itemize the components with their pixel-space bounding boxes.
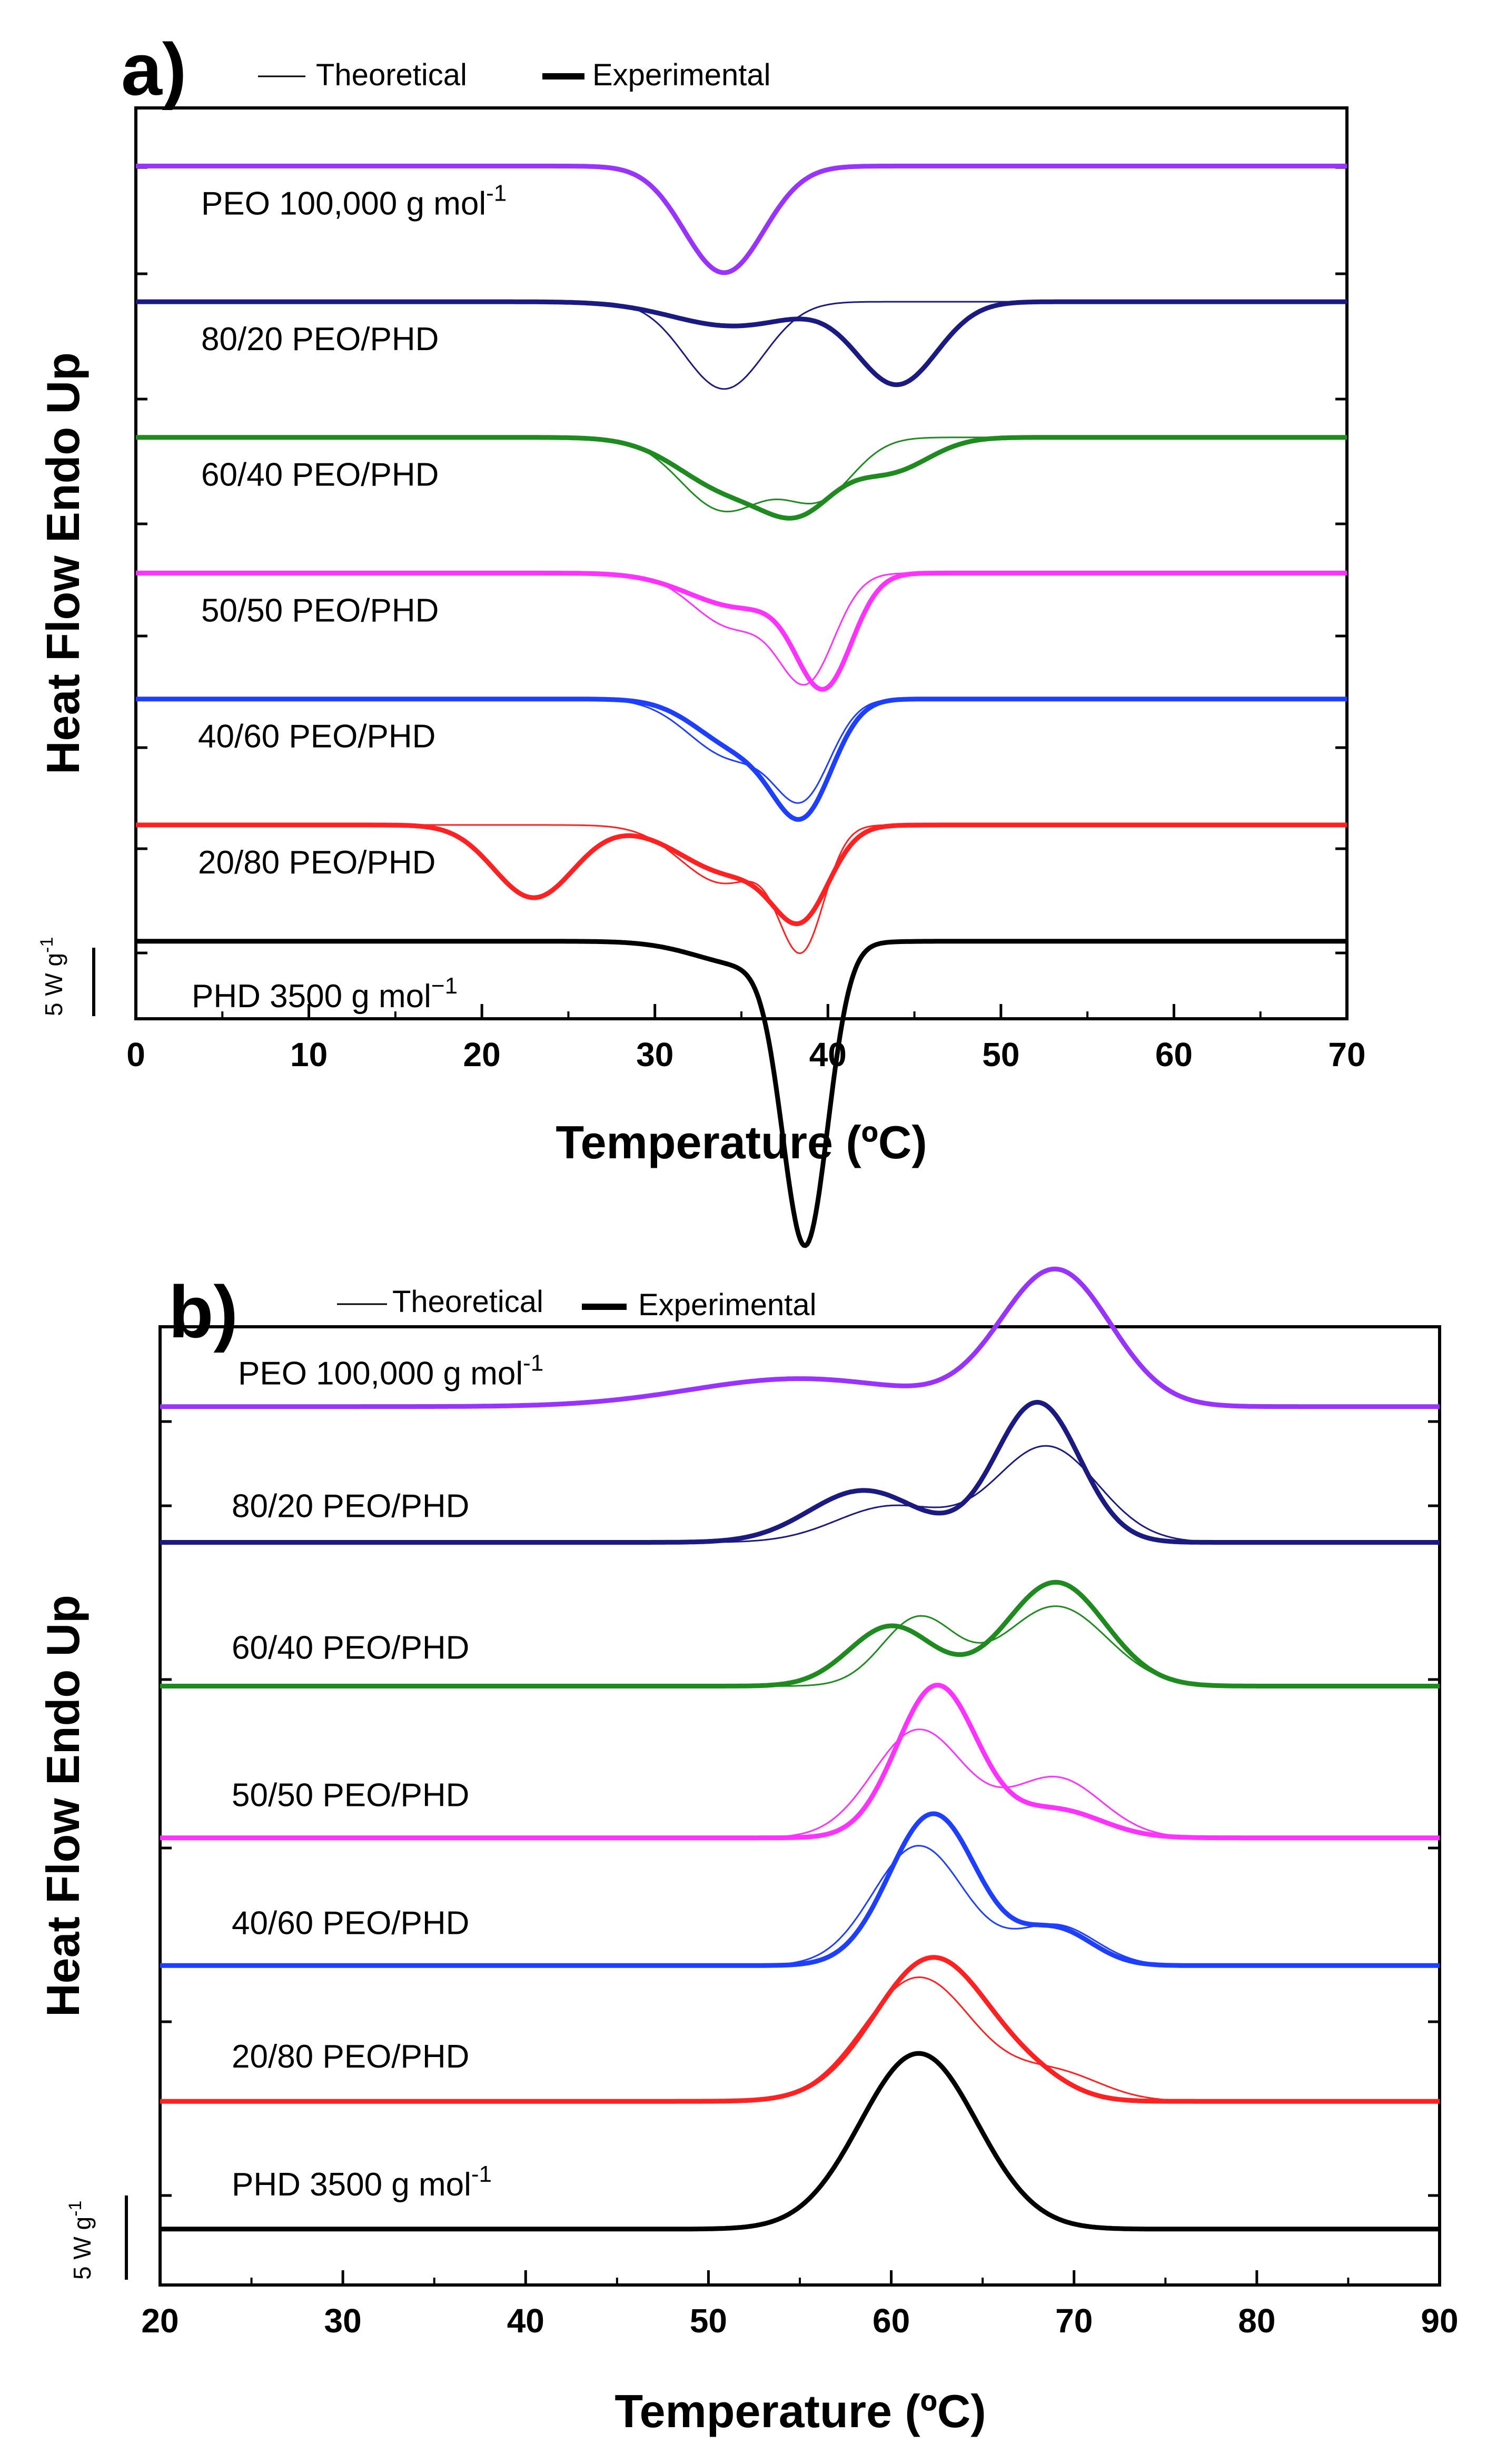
x-tick-label: 10	[290, 1036, 328, 1074]
x-tick-label: 30	[324, 2302, 362, 2340]
series-label-60-40-peo-phd: 60/40 PEO/PHD	[232, 1630, 469, 1666]
panel-b-x-ticks: 20 30 40 50 60 70 80 90	[141, 2270, 1459, 2340]
panel-a-series-labels: PEO 100,000 g mol-1 80/20 PEO/PHD 60/40 PE…	[192, 180, 507, 1014]
x-tick-label: 30	[636, 1036, 673, 1074]
x-tick-label: 50	[690, 2302, 727, 2340]
x-tick-label: 60	[1155, 1036, 1193, 1074]
series-label-50-50-peo-phd: 50/50 PEO/PHD	[232, 1777, 469, 1814]
legend-theoretical-label: Theoretical	[316, 58, 467, 92]
panel-a-x-axis-title: Temperature (ºC)	[556, 1116, 927, 1168]
scale-bar-label: 5 W g-1	[65, 2201, 96, 2280]
series-label-20-80-peo-phd: 20/80 PEO/PHD	[232, 2039, 469, 2075]
series-60-40-peo-phd-experimental	[160, 1579, 1440, 1688]
panel-b-curves	[160, 1266, 1440, 2232]
series-peo-100-000-g-mol-experimental	[160, 1266, 1440, 1409]
series-phd-3500-g-mol-experimental	[160, 2051, 1440, 2232]
series-label-peo-100-000-g-mol: PEO 100,000 g mol-1	[201, 180, 507, 222]
series-label-50-50-peo-phd: 50/50 PEO/PHD	[201, 592, 439, 629]
series-20-80-peo-phd-experimental	[160, 1955, 1440, 2104]
series-label-40-60-peo-phd: 40/60 PEO/PHD	[232, 1905, 469, 1941]
series-label-peo-100-000-g-mol: PEO 100,000 g mol-1	[238, 1350, 543, 1392]
panel-a-letter: a)	[121, 28, 186, 111]
x-tick-label: 0	[126, 1036, 145, 1074]
series-phd-3500-g-mol-experimental	[135, 939, 1348, 1248]
x-tick-label: 20	[141, 2302, 179, 2340]
series-20-80-peo-phd-experimental	[135, 822, 1348, 927]
x-tick-label: 20	[463, 1036, 501, 1074]
x-tick-label: 80	[1238, 2302, 1275, 2340]
panel-b-x-axis-title: Temperature (ºC)	[614, 2385, 986, 2437]
panel-a-x-ticks: 0 10 20 30 40 50 60 70	[126, 1004, 1366, 1074]
series-label-60-40-peo-phd: 60/40 PEO/PHD	[201, 457, 439, 493]
series-50-50-peo-phd-experimental	[135, 570, 1348, 692]
series-label-80-20-peo-phd: 80/20 PEO/PHD	[201, 321, 439, 357]
panel-b: b) Theoretical Experimental 20 30 40 50 60 70…	[37, 1266, 1459, 2437]
series-40-60-peo-phd-experimental	[135, 697, 1348, 822]
panel-b-letter: b)	[168, 1270, 238, 1353]
series-60-40-peo-phd-experimental	[135, 435, 1348, 521]
x-tick-label: 50	[982, 1036, 1019, 1074]
scale-bar-label: 5 W g-1	[37, 937, 67, 1016]
panel-b-series-labels: PEO 100,000 g mol-1 80/20 PEO/PHD 60/40 PE…	[232, 1350, 543, 2203]
series-label-80-20-peo-phd: 80/20 PEO/PHD	[232, 1488, 469, 1525]
panel-a-legend: Theoretical Experimental	[258, 58, 770, 92]
series-40-60-peo-phd-experimental	[160, 1811, 1440, 1968]
panel-b-y-axis-title: Heat Flow Endo Up	[37, 1595, 89, 2017]
series-50-50-peo-phd-theoretical	[136, 572, 1347, 686]
legend-experimental-label: Experimental	[592, 58, 770, 92]
series-label-40-60-peo-phd: 40/60 PEO/PHD	[198, 719, 435, 755]
panel-a-y-ticks	[136, 166, 1347, 955]
x-tick-label: 60	[873, 2302, 910, 2340]
series-label-phd-3500-g-mol: PHD 3500 g mol-1	[232, 2161, 492, 2203]
series-label-phd-3500-g-mol: PHD 3500 g mol−1	[192, 973, 458, 1015]
x-tick-label: 90	[1421, 2302, 1458, 2340]
series-peo-100-000-g-mol-experimental	[135, 163, 1348, 275]
panel-b-scale-bar: 5 W g-1	[65, 2195, 128, 2280]
panel-b-y-ticks	[160, 1420, 1440, 2197]
panel-a: a) Theoretical Experimental 0 10 20 30 40 50 6…	[37, 28, 1366, 1248]
legend-experimental-label: Experimental	[638, 1288, 816, 1322]
panel-b-legend: Theoretical Experimental	[337, 1285, 816, 1322]
series-80-20-peo-phd-experimental	[160, 1399, 1440, 1545]
series-80-20-peo-phd-experimental	[135, 299, 1348, 388]
panel-a-curves	[135, 163, 1348, 1248]
x-tick-label: 70	[1055, 2302, 1093, 2340]
series-50-50-peo-phd-experimental	[160, 1683, 1440, 1841]
x-tick-label: 40	[507, 2302, 544, 2340]
panel-a-y-axis-title: Heat Flow Endo Up	[37, 352, 89, 774]
legend-theoretical-label: Theoretical	[392, 1285, 543, 1319]
panel-a-scale-bar: 5 W g-1	[37, 937, 95, 1016]
series-label-20-80-peo-phd: 20/80 PEO/PHD	[198, 844, 435, 881]
x-tick-label: 70	[1328, 1036, 1365, 1074]
